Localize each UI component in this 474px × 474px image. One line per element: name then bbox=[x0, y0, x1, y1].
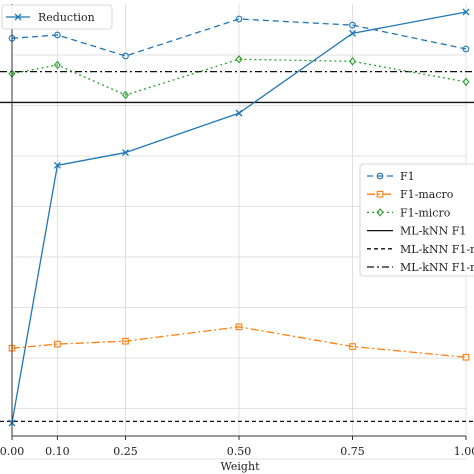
data-point-1-4 bbox=[349, 343, 356, 350]
x-ticks: 0.00 0.10 0.25 0.50 0.75 1.00 bbox=[0, 436, 474, 458]
reference-lines bbox=[0, 70, 474, 423]
legend-right-label-5: ML-kNN F1-micro bbox=[400, 261, 474, 274]
legend-top-marker bbox=[14, 13, 22, 21]
data-point-1-3 bbox=[235, 323, 243, 331]
series-line-3 bbox=[11, 11, 467, 424]
data-point-2-3 bbox=[235, 54, 243, 64]
legend-right-label-0: F1 bbox=[400, 170, 415, 183]
data-point-3-5 bbox=[462, 8, 470, 16]
legend-top-label: Reduction bbox=[38, 11, 95, 24]
x-tick-label-5: 1.00 bbox=[454, 445, 474, 458]
data-point-2-2 bbox=[121, 90, 130, 100]
x-axis-label: Weight bbox=[221, 460, 261, 473]
data-point-0-3 bbox=[235, 15, 243, 23]
data-point-2-5 bbox=[462, 77, 470, 87]
legend-right-frame bbox=[359, 163, 474, 277]
legend-right-marker-2 bbox=[376, 208, 384, 217]
data-point-3-1 bbox=[53, 161, 61, 169]
data-point-2-4 bbox=[348, 57, 357, 66]
data-point-1-2 bbox=[122, 337, 129, 345]
legend-right-label-2: F1-micro bbox=[400, 206, 451, 219]
series-line-2 bbox=[11, 58, 467, 96]
data-point-3-2 bbox=[122, 149, 129, 157]
legend-metrics: F1 F1-macro F1-micro ML-kNN F1 ML-kNN F1-mac… bbox=[359, 163, 474, 277]
data-point-0-2 bbox=[122, 52, 129, 60]
legend-right-marker-0 bbox=[376, 172, 384, 180]
legend-right-label-1: F1-macro bbox=[400, 188, 454, 201]
legend-right-marker-1 bbox=[376, 190, 384, 198]
x-tick-label-3: 0.50 bbox=[227, 445, 252, 458]
data-point-2-1 bbox=[53, 60, 61, 70]
data-point-3-3 bbox=[235, 109, 243, 117]
data-point-1-5 bbox=[462, 353, 470, 361]
data-point-0-5 bbox=[462, 45, 470, 53]
legend-reduction: Reduction bbox=[1, 4, 113, 30]
x-tick-label-0: 0.00 bbox=[0, 445, 24, 458]
x-tick-label-2: 0.25 bbox=[113, 445, 138, 458]
legend-right-label-3: ML-kNN F1 bbox=[400, 225, 466, 238]
series-lines bbox=[8, 8, 470, 427]
legend-top-frame bbox=[1, 4, 113, 30]
data-point-3-4 bbox=[349, 29, 356, 37]
data-point-0-1 bbox=[54, 31, 61, 39]
legend-right-label-4: ML-kNN F1-macro bbox=[400, 243, 474, 256]
x-tick-label-1: 0.10 bbox=[45, 445, 70, 458]
data-point-0-4 bbox=[349, 21, 356, 29]
x-tick-label-4: 0.75 bbox=[340, 445, 365, 458]
series-line-1 bbox=[11, 326, 467, 358]
data-point-1-1 bbox=[54, 340, 61, 348]
